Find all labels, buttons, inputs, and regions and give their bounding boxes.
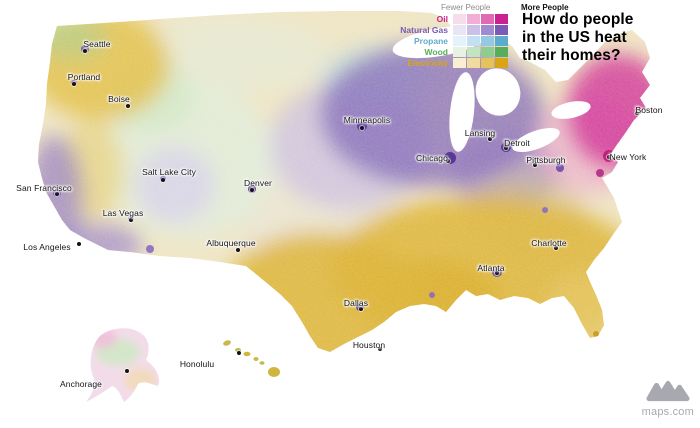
- legend-swatch-oil-4: [495, 14, 508, 24]
- urban-dot: [75, 238, 85, 248]
- legend-row-propane: Propane: [340, 36, 520, 46]
- hawaii-islands: [223, 340, 280, 377]
- urban-dot: [53, 189, 61, 197]
- alaska-electricity-region: [124, 368, 156, 392]
- legend-swatch-electricity-1: [453, 58, 466, 68]
- legend: Fewer People More People Oil Natural Gas P…: [340, 3, 569, 68]
- urban-dot: [634, 108, 642, 116]
- urban-dot: [542, 207, 548, 213]
- urban-dot: [71, 80, 77, 86]
- legend-swatch-wood-4: [495, 47, 508, 57]
- map-title: How do people in the US heat their homes…: [522, 11, 634, 65]
- urban-dot: [429, 292, 435, 298]
- alaska: [86, 328, 160, 402]
- legend-swatch-oil-1: [453, 14, 466, 24]
- legend-swatch-oil-3: [481, 14, 494, 24]
- lake-michigan: [449, 72, 475, 152]
- legend-swatch-wood-1: [453, 47, 466, 57]
- legend-row-electricity: Electricity: [340, 58, 520, 68]
- legend-swatch-oil-2: [467, 14, 480, 24]
- legend-swatch-natural-gas-4: [495, 25, 508, 35]
- hawaii-island: [235, 348, 241, 352]
- legend-swatch-natural-gas-1: [453, 25, 466, 35]
- alaska-oil-region: [89, 328, 117, 348]
- urban-dot: [160, 176, 166, 182]
- maps-com-logo-icon: [646, 380, 690, 402]
- hawaii-island: [268, 367, 280, 377]
- legend-swatch-wood-3: [481, 47, 494, 57]
- legend-swatch-natural-gas-3: [481, 25, 494, 35]
- map-title-line-3: their homes?: [522, 47, 621, 64]
- map-title-line-2: in the US heat: [522, 29, 627, 46]
- legend-swatch-electricity-3: [481, 58, 494, 68]
- lake-ontario: [551, 101, 591, 119]
- urban-dot: [357, 121, 367, 131]
- urban-dot: [375, 344, 385, 352]
- legend-row-oil: Oil: [340, 14, 520, 24]
- legend-row-wood: Wood: [340, 47, 520, 57]
- hawaii-island: [253, 357, 259, 361]
- maps-com-attribution[interactable]: maps.com: [642, 379, 694, 418]
- legend-swatch-electricity-4: [495, 58, 508, 68]
- legend-fuel-label-propane: Propane: [413, 36, 448, 46]
- legend-fuel-label-wood: Wood: [424, 47, 448, 57]
- legend-fuel-label-oil: Oil: [436, 14, 448, 24]
- hawaii-island: [223, 340, 231, 346]
- legend-fuel-label-electricity: Electricity: [407, 58, 448, 68]
- urban-dot: [492, 267, 502, 277]
- urban-dot: [501, 142, 511, 152]
- lake-huron: [475, 68, 521, 116]
- legend-swatch-propane-4: [495, 36, 508, 46]
- legend-swatch-wood-2: [467, 47, 480, 57]
- maps-com-attribution-text: maps.com: [641, 406, 694, 418]
- map-title-line-1: How do people: [522, 11, 634, 28]
- legend-swatch-propane-2: [467, 36, 480, 46]
- legend-more-people-label: More People: [521, 3, 569, 12]
- hawaii-island: [243, 351, 251, 357]
- urban-dot: [596, 169, 604, 177]
- hawaii-island: [259, 361, 265, 365]
- legend-swatch-propane-3: [481, 36, 494, 46]
- urban-dot: [444, 152, 456, 164]
- legend-rows: Oil Natural Gas Propane Wood Electricity: [340, 14, 520, 68]
- urban-dot: [556, 164, 564, 172]
- lake-erie: [512, 127, 560, 153]
- urban-dot: [356, 303, 364, 311]
- urban-dot: [603, 150, 615, 162]
- legend-fuel-label-natural-gas: Natural Gas: [400, 25, 448, 35]
- urban-dot: [81, 45, 89, 53]
- legend-row-natural-gas: Natural Gas: [340, 25, 520, 35]
- urban-dot: [128, 216, 134, 222]
- legend-swatch-electricity-2: [467, 58, 480, 68]
- legend-swatch-natural-gas-2: [467, 25, 480, 35]
- urban-dot: [146, 245, 154, 253]
- legend-swatch-propane-1: [453, 36, 466, 46]
- urban-dot: [593, 331, 599, 337]
- legend-fewer-people-label: Fewer People: [441, 3, 491, 12]
- urban-dot: [248, 185, 256, 193]
